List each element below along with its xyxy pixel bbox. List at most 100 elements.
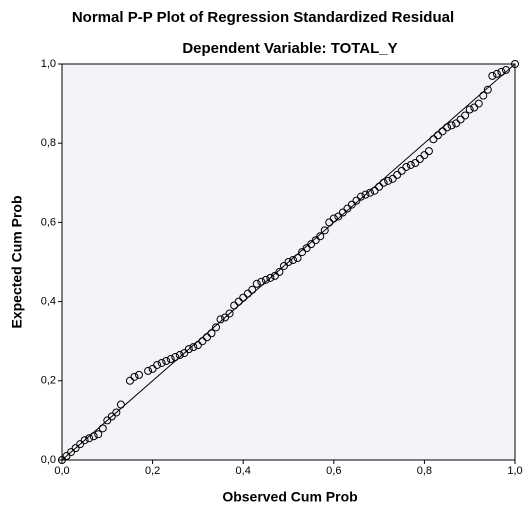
point <box>198 337 207 346</box>
y-tick-label: 0,0 <box>41 454 56 466</box>
y-tick-label: 0,4 <box>41 296 56 308</box>
x-tick-label: 0,8 <box>417 465 432 477</box>
x-tick-label: 0,6 <box>326 465 341 477</box>
y-tick-label: 1,0 <box>41 58 56 70</box>
point <box>479 91 488 100</box>
point <box>243 289 252 298</box>
point <box>338 208 347 217</box>
point <box>230 301 239 310</box>
point <box>216 315 225 324</box>
point <box>415 155 424 164</box>
point <box>424 147 433 156</box>
point <box>311 236 320 245</box>
x-tick-label: 1,0 <box>507 465 522 477</box>
point <box>98 424 107 433</box>
point <box>257 277 266 286</box>
point <box>352 196 361 205</box>
point <box>366 188 375 197</box>
point <box>456 115 465 124</box>
y-tick-label: 0,8 <box>41 137 56 149</box>
point <box>221 313 230 322</box>
point <box>58 456 66 464</box>
point <box>443 123 452 132</box>
x-axis-label: Observed Cum Prob <box>222 489 357 505</box>
point <box>379 178 388 187</box>
point <box>103 416 112 425</box>
y-tick-label: 0,2 <box>41 375 56 387</box>
point <box>76 440 85 449</box>
point <box>497 67 506 76</box>
point <box>162 357 171 365</box>
point <box>180 349 189 358</box>
point <box>148 364 157 373</box>
point <box>67 448 76 457</box>
point <box>334 212 343 221</box>
point <box>343 204 352 213</box>
point <box>89 432 98 441</box>
y-axis-label: Expected Cum Prob <box>9 195 25 328</box>
point <box>275 267 284 276</box>
point <box>307 240 316 249</box>
point <box>356 192 365 201</box>
point <box>284 258 293 266</box>
point <box>402 162 411 171</box>
point <box>293 254 302 263</box>
point <box>302 244 311 253</box>
point <box>298 248 307 257</box>
point <box>465 105 474 114</box>
point <box>184 345 193 354</box>
chart-subtitle: Dependent Variable: TOTAL_Y <box>182 40 397 57</box>
point <box>289 256 298 265</box>
point <box>461 111 470 120</box>
point <box>248 285 257 294</box>
point <box>483 85 492 94</box>
point <box>452 119 461 128</box>
point <box>193 341 202 350</box>
point <box>447 121 456 130</box>
point <box>406 160 415 169</box>
point <box>202 333 211 342</box>
point <box>85 434 94 443</box>
point <box>189 343 198 352</box>
point <box>175 351 184 360</box>
point <box>384 176 393 185</box>
point <box>107 412 116 421</box>
point <box>325 218 334 227</box>
point <box>370 186 379 195</box>
point <box>171 353 180 362</box>
x-tick-label: 0,0 <box>54 465 69 477</box>
point <box>397 166 406 175</box>
point <box>234 297 243 306</box>
point <box>94 430 103 439</box>
y-tick-label: 0,6 <box>41 216 56 228</box>
point <box>270 271 279 280</box>
point <box>470 103 479 112</box>
point <box>112 408 121 417</box>
point <box>166 355 175 364</box>
point <box>62 452 71 461</box>
point <box>130 372 139 381</box>
point <box>316 232 325 241</box>
point <box>320 226 329 235</box>
point <box>420 151 429 160</box>
point <box>388 174 397 183</box>
point <box>225 309 234 318</box>
x-tick-label: 0,4 <box>236 465 251 477</box>
point <box>252 279 261 288</box>
chart-title: Normal P-P Plot of Regression Standardiz… <box>72 9 454 26</box>
point <box>125 376 134 385</box>
point <box>239 293 248 302</box>
point <box>279 261 288 270</box>
point <box>153 360 162 369</box>
point <box>212 323 221 332</box>
point <box>71 444 80 453</box>
point <box>135 370 144 379</box>
point <box>393 170 402 179</box>
point <box>411 159 420 167</box>
point <box>347 200 356 209</box>
point <box>266 273 275 282</box>
point <box>474 99 483 108</box>
point <box>261 275 270 284</box>
point <box>80 436 89 445</box>
